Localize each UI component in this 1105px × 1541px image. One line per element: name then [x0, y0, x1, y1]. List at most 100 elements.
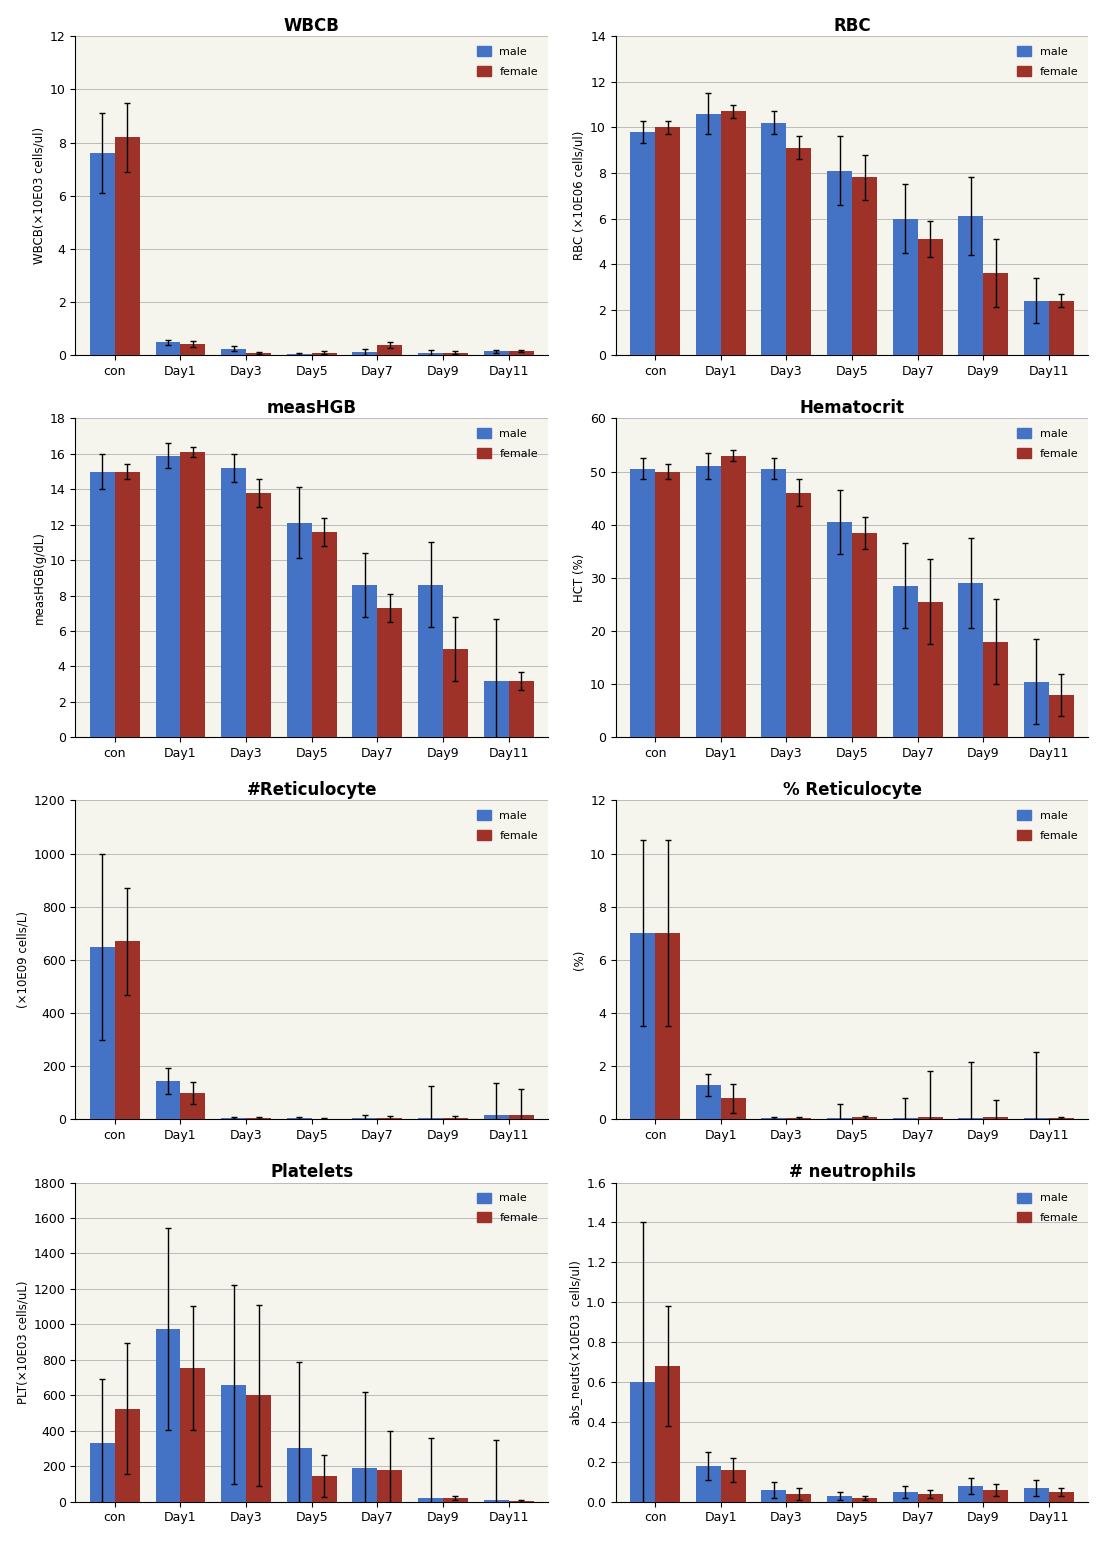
Bar [958, 1486, 983, 1501]
Bar [484, 1114, 508, 1119]
Bar [312, 1476, 337, 1501]
Bar [917, 1493, 943, 1501]
Bar [983, 273, 1008, 356]
Bar [655, 934, 680, 1119]
Bar [156, 1080, 180, 1119]
Bar [287, 1447, 312, 1501]
Bar [378, 1470, 402, 1501]
Bar [90, 1442, 115, 1501]
Bar [221, 1385, 246, 1501]
Bar [983, 1117, 1008, 1119]
Y-axis label: (×10E09 cells/L): (×10E09 cells/L) [17, 911, 30, 1008]
Title: measHGB: measHGB [266, 399, 357, 416]
Bar [246, 493, 271, 737]
Bar [180, 452, 206, 737]
Bar [761, 468, 787, 737]
Bar [828, 171, 852, 356]
Bar [852, 1498, 877, 1501]
Bar [852, 1117, 877, 1119]
Legend: male, female: male, female [1013, 424, 1083, 464]
Bar [418, 586, 443, 737]
Title: Platelets: Platelets [270, 1163, 354, 1180]
Bar [917, 239, 943, 356]
Bar [1049, 1492, 1074, 1501]
Bar [787, 1493, 811, 1501]
Bar [917, 603, 943, 737]
Bar [696, 467, 720, 737]
Y-axis label: (%): (%) [573, 949, 586, 971]
Bar [418, 1498, 443, 1501]
Bar [1024, 1487, 1049, 1501]
Bar [484, 351, 508, 356]
Bar [221, 468, 246, 737]
Y-axis label: WBCB(×10E03 cells/ul): WBCB(×10E03 cells/ul) [33, 128, 45, 265]
Legend: male, female: male, female [473, 806, 543, 846]
Bar [352, 1469, 378, 1501]
Bar [720, 456, 746, 737]
Title: % Reticulocyte: % Reticulocyte [782, 781, 922, 798]
Bar [180, 1093, 206, 1119]
Y-axis label: measHGB(g/dL): measHGB(g/dL) [33, 532, 45, 624]
Bar [893, 219, 917, 356]
Legend: male, female: male, female [1013, 806, 1083, 846]
Legend: male, female: male, female [473, 424, 543, 464]
Bar [378, 345, 402, 356]
Y-axis label: abs_neuts(×10E03  cells/ul): abs_neuts(×10E03 cells/ul) [569, 1259, 582, 1424]
Bar [828, 1496, 852, 1501]
Bar [893, 1492, 917, 1501]
Title: Hematocrit: Hematocrit [800, 399, 905, 416]
Bar [156, 342, 180, 356]
Bar [696, 1465, 720, 1501]
Bar [115, 942, 139, 1119]
Bar [761, 123, 787, 356]
Bar [655, 128, 680, 356]
Bar [852, 177, 877, 356]
Bar [418, 353, 443, 356]
Bar [246, 1395, 271, 1501]
Bar [115, 137, 139, 356]
Bar [443, 649, 467, 737]
Legend: male, female: male, female [473, 1188, 543, 1228]
Bar [655, 1365, 680, 1501]
Bar [983, 1490, 1008, 1501]
Bar [630, 934, 655, 1119]
Bar [787, 493, 811, 737]
Bar [352, 351, 378, 356]
Bar [180, 1368, 206, 1501]
Bar [761, 1490, 787, 1501]
Bar [655, 472, 680, 737]
Title: #Reticulocyte: #Reticulocyte [246, 781, 377, 798]
Bar [630, 468, 655, 737]
Bar [852, 533, 877, 737]
Y-axis label: HCT (%): HCT (%) [572, 553, 586, 603]
Bar [246, 353, 271, 356]
Bar [352, 586, 378, 737]
Y-axis label: RBC (×10E06 cells/ul): RBC (×10E06 cells/ul) [573, 131, 586, 260]
Bar [696, 1085, 720, 1119]
Bar [720, 1099, 746, 1119]
Bar [115, 1408, 139, 1501]
Bar [696, 114, 720, 356]
Bar [508, 351, 534, 356]
Bar [115, 472, 139, 737]
Bar [484, 1499, 508, 1501]
Title: # neutrophils: # neutrophils [789, 1163, 916, 1180]
Title: WBCB: WBCB [284, 17, 339, 34]
Bar [828, 522, 852, 737]
Bar [287, 522, 312, 737]
Bar [156, 1328, 180, 1501]
Bar [378, 609, 402, 737]
Bar [508, 681, 534, 737]
Bar [983, 641, 1008, 737]
Bar [917, 1117, 943, 1119]
Bar [1049, 300, 1074, 356]
Legend: male, female: male, female [473, 42, 543, 82]
Bar [156, 456, 180, 737]
Bar [720, 1470, 746, 1501]
Bar [180, 344, 206, 356]
Legend: male, female: male, female [1013, 1188, 1083, 1228]
Legend: male, female: male, female [1013, 42, 1083, 82]
Bar [1024, 300, 1049, 356]
Title: RBC: RBC [833, 17, 871, 34]
Bar [1049, 695, 1074, 737]
